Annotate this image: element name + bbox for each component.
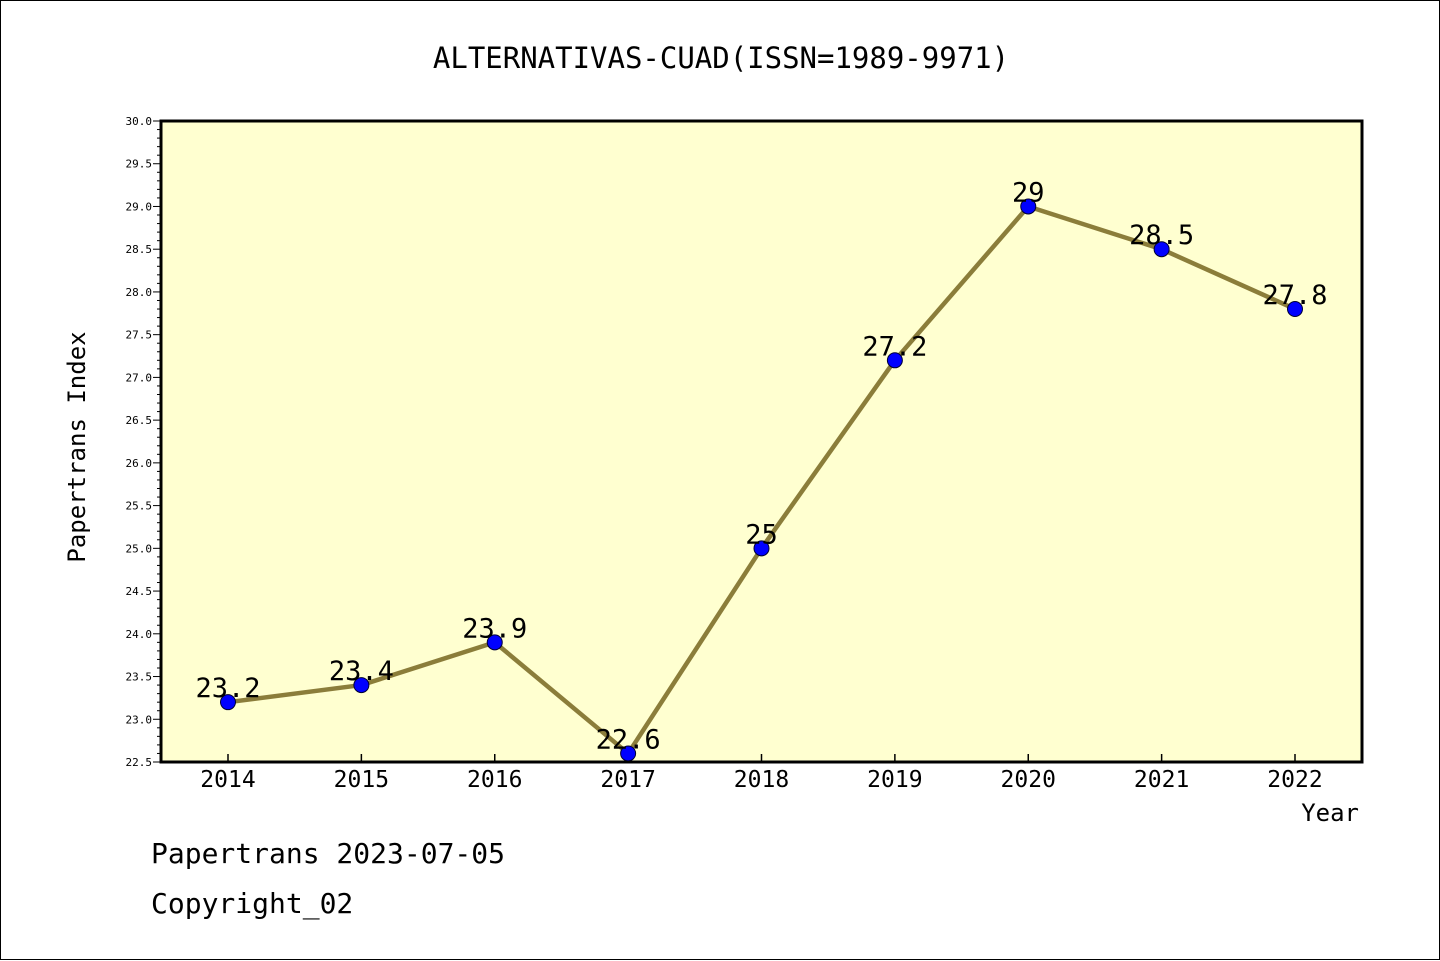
x-tick-label-6: 2020	[1001, 767, 1056, 793]
data-point-5	[886, 352, 903, 369]
x-tick-label-8: 2022	[1267, 767, 1322, 793]
data-label-8: 27.8	[1262, 280, 1327, 311]
y-tick-label-13: 29.0	[126, 200, 153, 213]
x-tick-label-3: 2017	[600, 767, 655, 793]
plot-border	[159, 119, 1364, 764]
y-tick-label-2: 23.5	[126, 671, 153, 684]
y-tick-label-7: 26.0	[126, 457, 153, 470]
y-tick-label-10: 27.5	[126, 329, 153, 342]
x-axis-label: Year	[1301, 799, 1359, 827]
y-tick-label-1: 23.0	[126, 713, 153, 726]
y-tick-label-3: 24.0	[126, 628, 153, 641]
data-label-7: 28.5	[1129, 220, 1194, 251]
y-tick-label-6: 25.5	[126, 500, 153, 513]
y-tick-label-0: 22.5	[126, 756, 153, 769]
x-axis: 2014 2015 2016 2017 2018 2019 2020 2021 2022	[200, 754, 1323, 793]
data-point-1	[353, 677, 370, 694]
x-tick-label-5: 2019	[867, 767, 922, 793]
y-tick-label-11: 28.0	[126, 286, 153, 299]
y-tick-label-4: 24.5	[126, 585, 153, 598]
y-axis-label: Papertrans Index	[63, 331, 91, 562]
footer-copyright-text: Copyright_02	[151, 887, 354, 920]
footer-date-text: Papertrans 2023-07-05	[151, 837, 506, 870]
x-tick-label-2: 2016	[467, 767, 522, 793]
x-tick-label-0: 2014	[200, 767, 255, 793]
y-axis: 22.5 23.0 23.5 24.0 24.5 25.0 25.5 26.0 26.5 27.0…	[126, 115, 161, 769]
x-tick-label-7: 2021	[1134, 767, 1189, 793]
data-label-4: 25	[745, 519, 778, 550]
x-tick-label-1: 2015	[334, 767, 389, 793]
data-label-1: 23.4	[329, 656, 394, 687]
y-tick-label-5: 25.0	[126, 542, 153, 555]
data-label-6: 29	[1012, 177, 1045, 208]
data-point-0	[220, 694, 236, 711]
data-point-4	[753, 540, 770, 557]
data-label-3: 22.6	[596, 724, 661, 755]
data-point-2	[486, 634, 503, 651]
y-tick-label-8: 26.5	[126, 414, 153, 427]
x-tick-label-4: 2018	[734, 767, 789, 793]
data-label-5: 27.2	[862, 331, 927, 362]
y-tick-label-14: 29.5	[126, 158, 153, 171]
y-tick-label-9: 27.0	[126, 371, 153, 384]
data-label-0: 23.2	[195, 673, 260, 704]
data-point-7	[1153, 241, 1170, 258]
chart-title: ALTERNATIVAS-CUAD(ISSN=1989-9971)	[433, 41, 1009, 75]
series-group: 23.2 23.4 23.9 22.6 25 27.2 29 28.5 27.8	[195, 177, 1328, 762]
data-label-2: 23.9	[462, 613, 527, 644]
data-point-8	[1287, 301, 1303, 318]
y-tick-label-15: 30.0	[126, 115, 153, 128]
plot-area	[161, 121, 1362, 762]
y-tick-label-12: 28.5	[126, 243, 153, 256]
data-point-6	[1020, 198, 1037, 215]
